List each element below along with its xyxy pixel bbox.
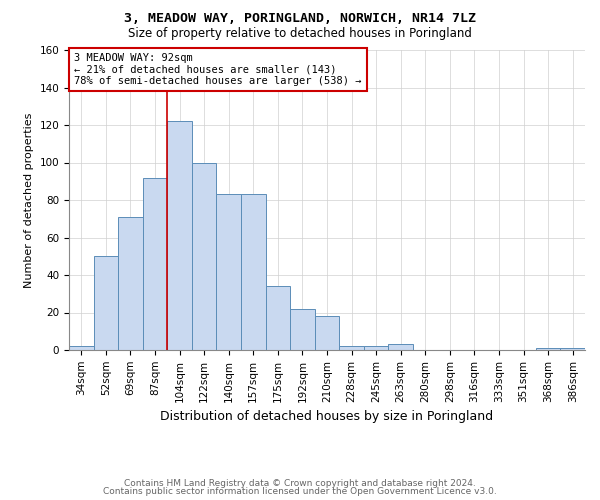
X-axis label: Distribution of detached houses by size in Poringland: Distribution of detached houses by size …: [160, 410, 494, 423]
Bar: [94, 256, 118, 350]
Bar: [143, 178, 167, 350]
Text: 3, MEADOW WAY, PORINGLAND, NORWICH, NR14 7LZ: 3, MEADOW WAY, PORINGLAND, NORWICH, NR14…: [124, 12, 476, 26]
Bar: [560, 348, 585, 350]
Bar: [536, 348, 560, 350]
Text: Contains HM Land Registry data © Crown copyright and database right 2024.: Contains HM Land Registry data © Crown c…: [124, 478, 476, 488]
Bar: [217, 194, 241, 350]
Y-axis label: Number of detached properties: Number of detached properties: [24, 112, 34, 288]
Text: Contains public sector information licensed under the Open Government Licence v3: Contains public sector information licen…: [103, 487, 497, 496]
Bar: [364, 346, 388, 350]
Bar: [315, 316, 339, 350]
Bar: [118, 217, 143, 350]
Bar: [290, 309, 315, 350]
Bar: [192, 162, 217, 350]
Bar: [388, 344, 413, 350]
Bar: [266, 286, 290, 350]
Bar: [69, 346, 94, 350]
Text: 3 MEADOW WAY: 92sqm
← 21% of detached houses are smaller (143)
78% of semi-detac: 3 MEADOW WAY: 92sqm ← 21% of detached ho…: [74, 53, 362, 86]
Bar: [167, 121, 192, 350]
Bar: [339, 346, 364, 350]
Bar: [241, 194, 266, 350]
Text: Size of property relative to detached houses in Poringland: Size of property relative to detached ho…: [128, 28, 472, 40]
